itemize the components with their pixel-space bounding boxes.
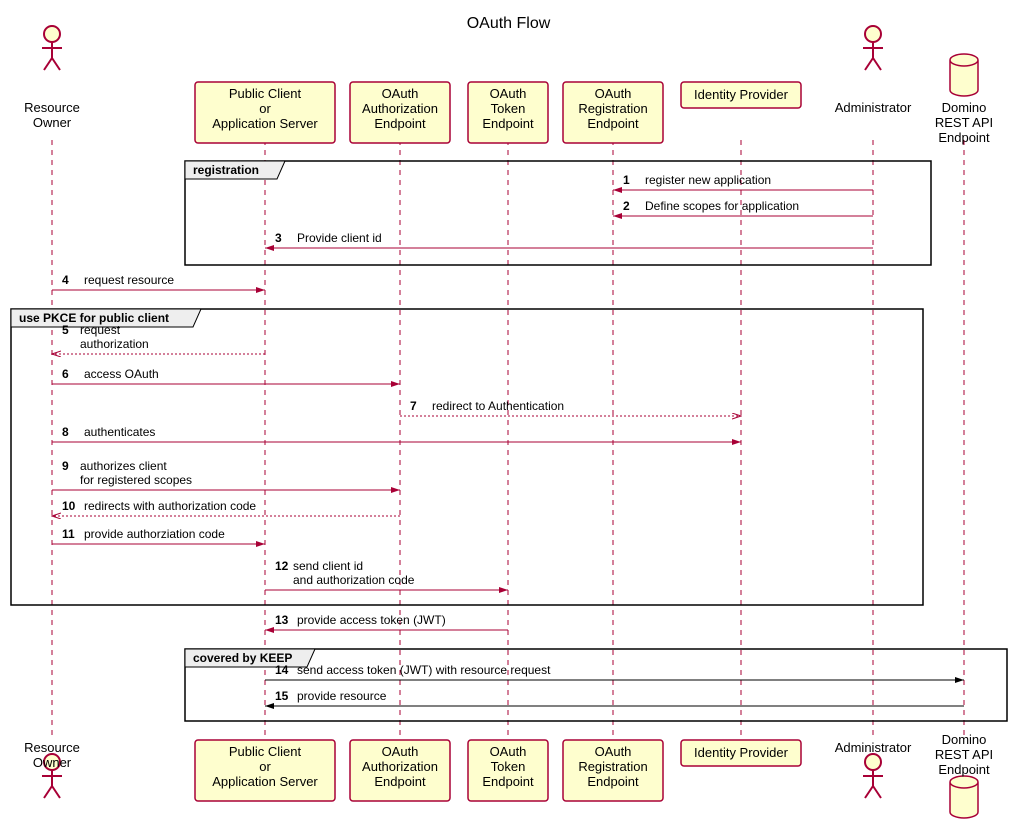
admin-label: Administrator — [835, 740, 912, 755]
admin-actor-body — [863, 770, 883, 798]
msg-num-11: 11 — [62, 527, 75, 541]
client-label: or — [259, 759, 271, 774]
msg-num-13: 13 — [275, 613, 289, 627]
reg-label: OAuth — [595, 744, 632, 759]
msg-text-14: send access token (JWT) with resource re… — [297, 663, 551, 677]
owner-label: Resource — [24, 740, 80, 755]
reg-label: OAuth — [595, 86, 632, 101]
msg-num-10: 10 — [62, 499, 76, 513]
owner-actor-body — [42, 770, 62, 798]
api-label2: REST API — [935, 747, 993, 762]
msg-text-13: provide access token (JWT) — [297, 613, 446, 627]
msg-text-4: request resource — [84, 273, 174, 287]
msg-num-14: 14 — [275, 663, 289, 677]
api-label3: Endpoint — [938, 762, 990, 777]
token-label: Token — [491, 101, 526, 116]
authz-label: OAuth — [382, 86, 419, 101]
msg-text2-9: for registered scopes — [80, 473, 192, 487]
msg-num-3: 3 — [275, 231, 282, 245]
title: OAuth Flow — [467, 15, 551, 32]
msg-text-3: Provide client id — [297, 231, 382, 245]
frame — [11, 309, 923, 605]
owner-label2: Owner — [33, 755, 72, 770]
msg-text-9: authorizes client — [80, 459, 167, 473]
msg-num-8: 8 — [62, 425, 69, 439]
reg-label: Registration — [578, 101, 647, 116]
admin-actor-head — [865, 754, 881, 770]
idp-label: Identity Provider — [694, 87, 789, 102]
msg-text-1: register new application — [645, 173, 771, 187]
msg-num-12: 12 — [275, 559, 289, 573]
owner-label: Resource — [24, 100, 80, 115]
frame — [185, 161, 931, 265]
reg-label: Endpoint — [587, 774, 639, 789]
client-label: Public Client — [229, 86, 302, 101]
api-label2: REST API — [935, 115, 993, 130]
msg-num-15: 15 — [275, 689, 289, 703]
authz-label: Endpoint — [374, 116, 426, 131]
token-label: Endpoint — [482, 116, 534, 131]
msg-text-15: provide resource — [297, 689, 387, 703]
authz-label: OAuth — [382, 744, 419, 759]
authz-label: Authorization — [362, 759, 438, 774]
client-label: or — [259, 101, 271, 116]
msg-num-5: 5 — [62, 323, 69, 337]
msg-text-2: Define scopes for application — [645, 199, 799, 213]
admin-label: Administrator — [835, 100, 912, 115]
msg-num-2: 2 — [623, 199, 630, 213]
msg-num-1: 1 — [623, 173, 630, 187]
token-label: OAuth — [490, 744, 527, 759]
msg-text-6: access OAuth — [84, 367, 159, 381]
idp-label: Identity Provider — [694, 745, 789, 760]
msg-num-7: 7 — [410, 399, 417, 413]
client-label: Application Server — [212, 116, 318, 131]
owner-actor-body — [42, 42, 62, 70]
api-label: Domino — [942, 732, 987, 747]
token-label: Token — [491, 759, 526, 774]
msg-text-5: request — [80, 323, 121, 337]
api-db-icon — [950, 54, 978, 96]
msg-num-4: 4 — [62, 273, 69, 287]
api-label3: Endpoint — [938, 130, 990, 145]
reg-label: Registration — [578, 759, 647, 774]
reg-label: Endpoint — [587, 116, 639, 131]
admin-actor-body — [863, 42, 883, 70]
msg-text-10: redirects with authorization code — [84, 499, 256, 513]
owner-label2: Owner — [33, 115, 72, 130]
msg-text-11: provide authorziation code — [84, 527, 225, 541]
owner-actor-head — [44, 26, 60, 42]
admin-actor-head — [865, 26, 881, 42]
msg-text-8: authenticates — [84, 425, 155, 439]
msg-text-12: send client id — [293, 559, 363, 573]
api-db-icon — [950, 776, 978, 818]
msg-text2-5: authorization — [80, 337, 149, 351]
client-label: Application Server — [212, 774, 318, 789]
client-label: Public Client — [229, 744, 302, 759]
msg-text2-12: and authorization code — [293, 573, 415, 587]
api-label: Domino — [942, 100, 987, 115]
sequence-diagram: OAuth Flowregistrationuse PKCE for publi… — [0, 0, 1017, 837]
msg-text-7: redirect to Authentication — [432, 399, 564, 413]
authz-label: Authorization — [362, 101, 438, 116]
token-label: Endpoint — [482, 774, 534, 789]
frame-label: registration — [193, 163, 259, 177]
token-label: OAuth — [490, 86, 527, 101]
msg-num-9: 9 — [62, 459, 69, 473]
msg-num-6: 6 — [62, 367, 69, 381]
authz-label: Endpoint — [374, 774, 426, 789]
